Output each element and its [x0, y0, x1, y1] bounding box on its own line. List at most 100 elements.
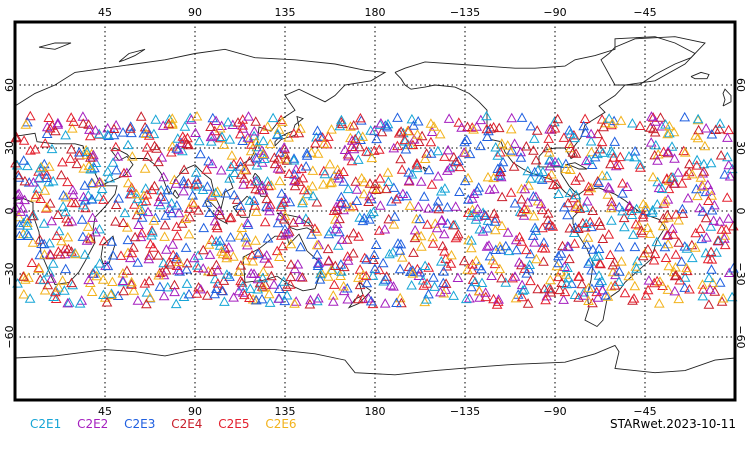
- point-c2e5: [283, 168, 295, 178]
- point-c2e5: [703, 195, 714, 205]
- point-c2e4: [66, 143, 77, 154]
- point-c2e3: [677, 203, 688, 214]
- point-c2e6: [307, 180, 318, 191]
- point-c2e1: [564, 187, 576, 198]
- point-c2e1: [432, 145, 444, 156]
- point-c2e3: [341, 282, 353, 293]
- point-c2e4: [516, 259, 527, 270]
- point-c2e5: [277, 240, 288, 251]
- point-c2e5: [426, 179, 438, 189]
- point-c2e2: [656, 120, 668, 131]
- point-c2e4: [44, 198, 56, 208]
- point-c2e2: [529, 237, 540, 247]
- point-c2e2: [662, 194, 674, 204]
- top-lon-tick-label: 180: [365, 6, 386, 19]
- point-c2e4: [709, 286, 721, 296]
- point-c2e4: [598, 121, 609, 132]
- point-c2e2: [602, 181, 614, 192]
- point-c2e2: [204, 249, 216, 259]
- point-c2e2: [495, 171, 507, 182]
- point-c2e6: [719, 230, 731, 240]
- point-c2e2: [215, 164, 227, 175]
- point-c2e4: [45, 249, 57, 260]
- point-c2e3: [14, 219, 26, 230]
- point-c2e2: [275, 210, 287, 221]
- point-c2e6: [280, 153, 291, 164]
- point-c2e3: [328, 170, 340, 180]
- point-c2e3: [679, 111, 691, 122]
- point-c2e4: [311, 196, 323, 207]
- point-c2e3: [454, 186, 465, 196]
- point-c2e3: [400, 143, 412, 154]
- point-c2e1: [406, 113, 418, 124]
- point-c2e1: [178, 291, 190, 301]
- point-c2e2: [468, 188, 480, 198]
- point-c2e1: [564, 128, 576, 139]
- point-c2e3: [394, 263, 406, 274]
- point-c2e5: [425, 136, 437, 147]
- point-c2e2: [158, 290, 170, 301]
- point-c2e1: [77, 199, 89, 210]
- point-c2e2: [480, 287, 491, 297]
- point-c2e2: [112, 151, 124, 161]
- point-c2e1: [534, 172, 545, 183]
- point-c2e6: [20, 119, 32, 129]
- point-c2e3: [171, 251, 183, 262]
- point-c2e2: [502, 227, 514, 237]
- point-c2e1: [48, 291, 59, 301]
- point-c2e1: [460, 293, 472, 304]
- point-c2e3: [368, 249, 380, 259]
- point-c2e1: [164, 113, 175, 124]
- point-c2e6: [134, 204, 145, 214]
- point-c2e6: [226, 150, 238, 160]
- dataset-date-label: STARwet.2023-10-11: [609, 417, 736, 431]
- point-c2e1: [686, 252, 698, 263]
- point-c2e4: [542, 214, 554, 225]
- point-c2e6: [585, 182, 597, 193]
- point-c2e6: [544, 147, 555, 157]
- point-c2e5: [547, 221, 559, 231]
- point-c2e6: [214, 122, 226, 133]
- point-c2e6: [462, 264, 473, 274]
- point-c2e3: [536, 174, 548, 184]
- point-c2e6: [78, 163, 90, 173]
- point-c2e4: [715, 149, 727, 160]
- point-c2e2: [669, 285, 681, 296]
- point-c2e1: [224, 173, 235, 183]
- point-c2e6: [324, 158, 336, 169]
- point-c2e2: [257, 184, 269, 195]
- point-c2e4: [193, 205, 204, 215]
- point-c2e5: [613, 159, 625, 170]
- point-c2e4: [163, 118, 175, 129]
- point-c2e1: [705, 157, 717, 168]
- point-c2e6: [247, 293, 259, 304]
- point-c2e5: [51, 230, 63, 240]
- point-c2e2: [76, 295, 88, 305]
- point-c2e1: [244, 283, 256, 293]
- point-c2e2: [52, 119, 64, 129]
- point-c2e1: [24, 293, 36, 303]
- point-c2e6: [233, 266, 245, 276]
- point-c2e5: [516, 291, 528, 302]
- point-c2e5: [245, 178, 257, 189]
- point-c2e4: [254, 277, 266, 288]
- point-c2e3: [437, 277, 449, 288]
- point-c2e4: [323, 255, 335, 265]
- point-c2e3: [495, 162, 507, 172]
- point-c2e3: [117, 127, 129, 137]
- point-c2e5: [537, 222, 548, 233]
- point-c2e1: [244, 195, 256, 205]
- point-c2e1: [627, 229, 639, 239]
- point-c2e5: [676, 178, 688, 188]
- point-c2e3: [586, 264, 597, 275]
- point-c2e5: [59, 243, 71, 253]
- point-c2e2: [305, 294, 316, 305]
- point-c2e2: [313, 239, 325, 250]
- point-c2e6: [358, 188, 370, 199]
- point-c2e1: [448, 290, 459, 300]
- point-c2e1: [703, 272, 715, 283]
- point-c2e3: [459, 175, 471, 186]
- point-c2e5: [359, 252, 371, 263]
- point-c2e5: [543, 133, 555, 143]
- point-c2e6: [521, 204, 533, 215]
